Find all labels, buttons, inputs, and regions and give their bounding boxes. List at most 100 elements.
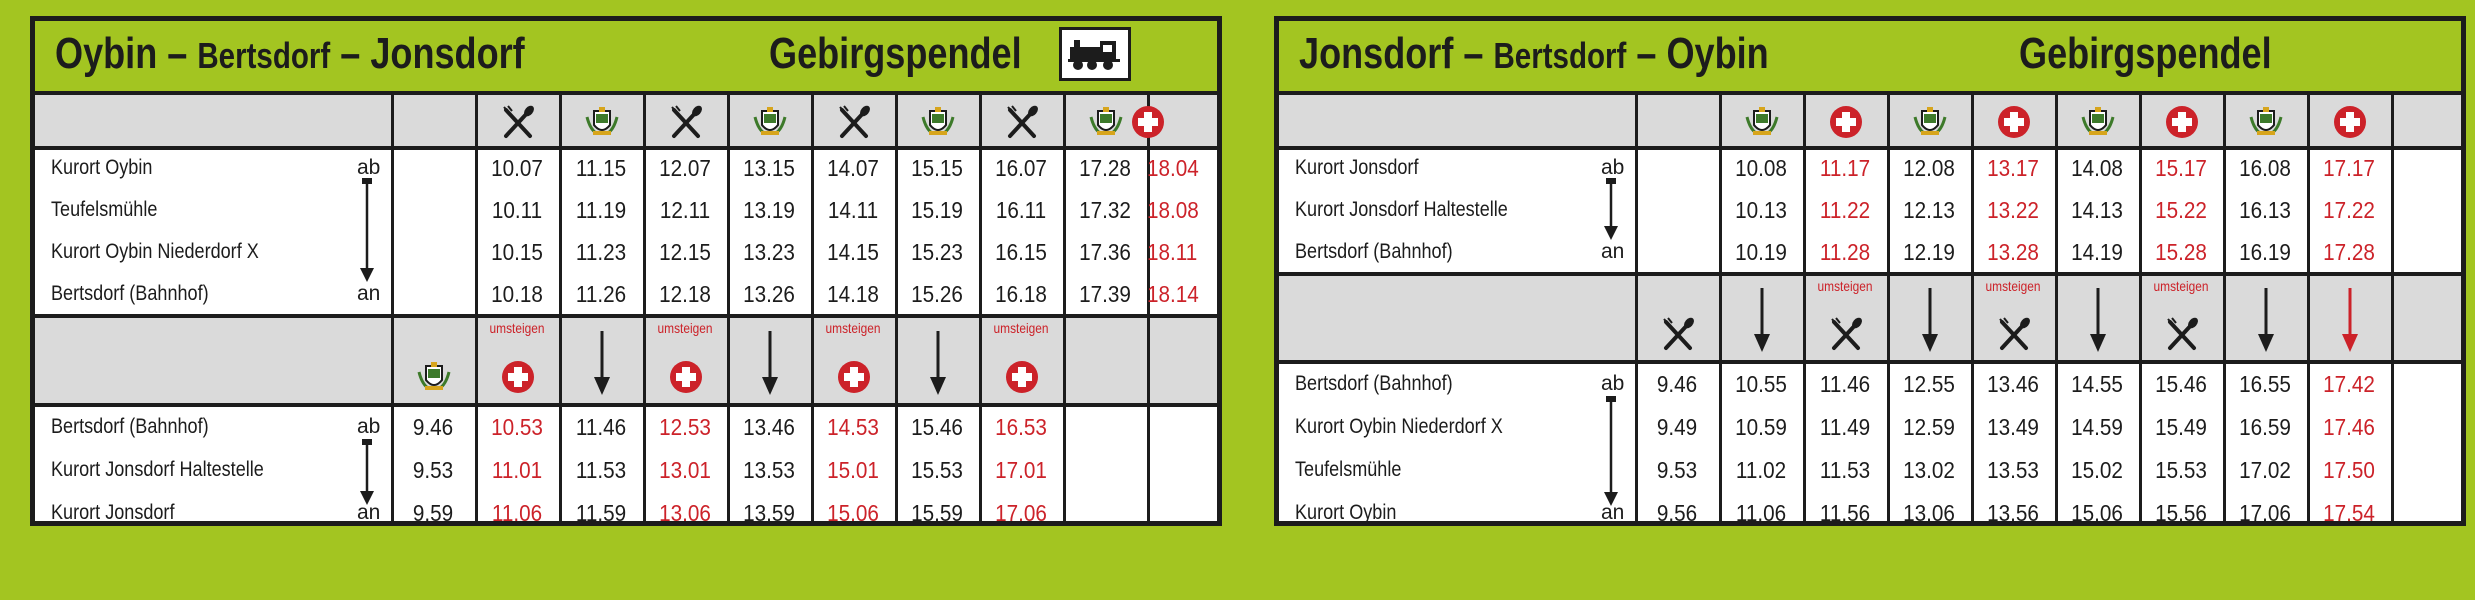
departure-time: 15.28 <box>2155 239 2207 265</box>
departure-time: 10.59 <box>1735 414 1787 440</box>
departure-time: 10.08 <box>1735 155 1787 181</box>
departure-time: 17.06 <box>2239 500 2291 526</box>
departure-time: 17.46 <box>2323 414 2375 440</box>
departure-time: 17.42 <box>2323 371 2375 397</box>
row-divider <box>1279 272 2461 276</box>
column-divider <box>2307 95 2310 521</box>
timetable-header-bar: Jonsdorf – Bertsdorf – Oybin Gebirgspend… <box>1279 21 2461 95</box>
departure-time: 15.19 <box>911 197 963 223</box>
utensils-icon <box>1003 103 1041 146</box>
departure-time: 15.26 <box>911 281 963 307</box>
departure-time: 10.11 <box>491 197 543 223</box>
column-divider <box>2223 95 2226 521</box>
departure-time: 12.08 <box>1903 155 1955 181</box>
station-name: Bertsdorf (Bahnhof) <box>51 415 209 438</box>
station-name: Kurort Oybin Niederdorf X <box>1295 415 1503 438</box>
departure-time: 13.15 <box>743 155 795 181</box>
coat-of-arms-icon <box>416 360 452 399</box>
coat-of-arms-icon <box>752 105 788 144</box>
departure-time: 12.53 <box>659 414 711 440</box>
down-arrow-icon <box>1750 286 1774 359</box>
column-divider <box>559 95 562 521</box>
departure-time: 15.17 <box>2155 155 2207 181</box>
departure-time: 9.49 <box>1656 414 1698 440</box>
departure-time: 9.53 <box>1656 457 1698 483</box>
departure-time: 17.32 <box>1079 197 1131 223</box>
departure-time: 13.59 <box>743 500 795 526</box>
departure-time: 15.15 <box>911 155 963 181</box>
departure-time: 14.15 <box>827 239 879 265</box>
departure-time: 17.50 <box>2323 457 2375 483</box>
row-divider <box>35 403 1217 407</box>
utensils-icon <box>1659 315 1697 358</box>
red-cross-icon <box>836 359 872 400</box>
departure-time: 12.59 <box>1903 414 1955 440</box>
departure-time: 15.02 <box>2071 457 2123 483</box>
departure-time: 9.53 <box>412 457 454 483</box>
departure-time: 16.18 <box>995 281 1047 307</box>
departure-time: 11.17 <box>1819 155 1871 181</box>
departure-time: 11.53 <box>575 457 627 483</box>
departure-time: 9.46 <box>1656 371 1698 397</box>
down-arrow-icon <box>2254 286 2278 359</box>
departure-time: 14.11 <box>827 197 879 223</box>
departure-time: 16.15 <box>995 239 1047 265</box>
departure-time: 17.39 <box>1079 281 1131 307</box>
departure-time: 17.17 <box>2323 155 2375 181</box>
column-divider <box>895 95 898 521</box>
service-name: Gebirgspendel <box>2019 29 2272 78</box>
departure-time: 11.59 <box>575 500 627 526</box>
column-divider <box>2391 95 2394 521</box>
red-cross-icon <box>2164 104 2200 145</box>
departure-time: 10.19 <box>1735 239 1787 265</box>
departure-time: 11.19 <box>575 197 627 223</box>
departure-time: 17.22 <box>2323 197 2375 223</box>
transfer-label: umsteigen <box>993 320 1049 336</box>
departure-time: 11.06 <box>491 500 543 526</box>
row-divider <box>1279 360 2461 364</box>
column-divider <box>2055 95 2058 521</box>
red-cross-icon <box>2332 104 2368 145</box>
departure-time: 10.13 <box>1735 197 1787 223</box>
service-name: Gebirgspendel <box>769 29 1022 78</box>
steam-locomotive-icon <box>1059 27 1131 81</box>
transfer-label: umsteigen <box>657 320 713 336</box>
column-divider <box>1971 95 1974 521</box>
utensils-icon <box>667 103 705 146</box>
station-name: Kurort Oybin <box>1295 501 1397 524</box>
departure-time: 15.46 <box>2155 371 2207 397</box>
departure-time: 16.13 <box>2239 197 2291 223</box>
utensils-icon <box>1827 315 1865 358</box>
departure-time: 11.01 <box>491 457 543 483</box>
departure-time: 11.02 <box>1735 457 1787 483</box>
timetable-grid-right: Kurort Jonsdorf ab 10.08 11.17 12.08 13.17 14.… <box>1279 95 2464 526</box>
direction-arrow-icon <box>1601 178 1621 245</box>
red-cross-icon <box>1996 104 2032 145</box>
station-name: Kurort Jonsdorf Haltestelle <box>51 458 264 481</box>
departure-time: 14.59 <box>2071 414 2123 440</box>
departure-time: 10.18 <box>491 281 543 307</box>
departure-time: 16.08 <box>2239 155 2291 181</box>
coat-of-arms-icon <box>920 105 956 144</box>
departure-time: 12.07 <box>659 155 711 181</box>
departure-time: 13.01 <box>659 457 711 483</box>
departure-time: 14.19 <box>2071 239 2123 265</box>
row-divider <box>35 314 1217 318</box>
departure-time: 14.53 <box>827 414 879 440</box>
departure-time: 13.49 <box>1987 414 2039 440</box>
departure-time: 16.59 <box>2239 414 2291 440</box>
departure-time: 11.46 <box>1819 371 1871 397</box>
departure-time: 9.56 <box>1656 500 1698 526</box>
coat-of-arms-icon <box>1088 105 1124 144</box>
route-title: Oybin – Bertsdorf – Jonsdorf <box>55 29 525 78</box>
station-name: Kurort Jonsdorf <box>1295 156 1419 179</box>
column-divider <box>1063 95 1066 521</box>
column-divider <box>979 95 982 521</box>
departure-time: 10.15 <box>491 239 543 265</box>
departure-time: 13.19 <box>743 197 795 223</box>
transfer-label: umsteigen <box>825 320 881 336</box>
down-arrow-icon <box>926 329 950 402</box>
departure-arrival-mark: an <box>1601 501 1625 524</box>
column-divider <box>475 95 478 521</box>
departure-time: 14.07 <box>827 155 879 181</box>
